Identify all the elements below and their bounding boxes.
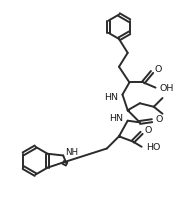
- Text: HN: HN: [109, 113, 123, 123]
- Text: NH: NH: [65, 148, 78, 157]
- Text: O: O: [155, 65, 162, 74]
- Text: HN: HN: [104, 93, 118, 102]
- Text: O: O: [156, 115, 163, 124]
- Text: OH: OH: [160, 84, 174, 93]
- Text: HO: HO: [146, 143, 160, 152]
- Text: O: O: [144, 126, 152, 135]
